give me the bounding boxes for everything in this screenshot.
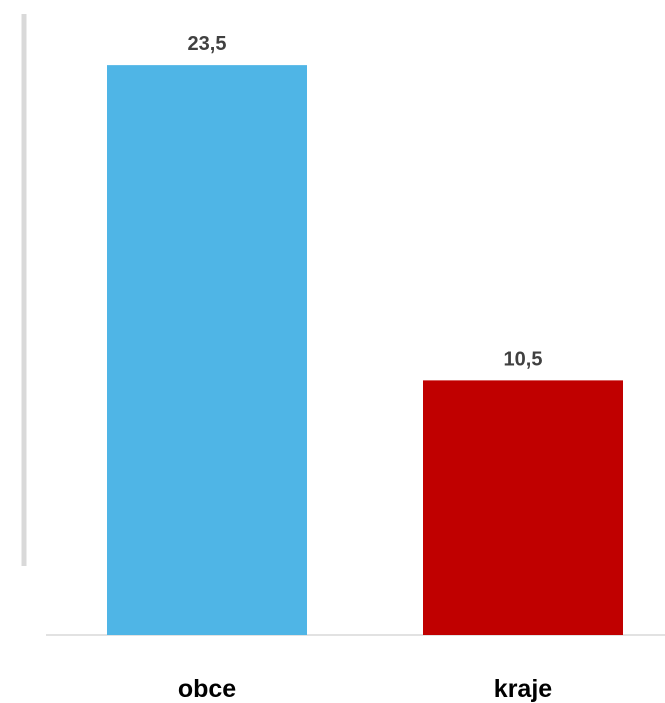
value-labels-group: 23,5 10,5 [188, 33, 543, 370]
value-label-obce: 23,5 [188, 33, 227, 55]
bar-obce [107, 65, 307, 635]
category-label-kraje: kraje [494, 675, 552, 703]
category-label-obce: obce [178, 675, 236, 703]
bars-group [107, 65, 623, 635]
value-label-kraje: 10,5 [504, 348, 543, 370]
category-labels-group: obce kraje [178, 675, 552, 703]
bar-kraje [423, 380, 623, 635]
